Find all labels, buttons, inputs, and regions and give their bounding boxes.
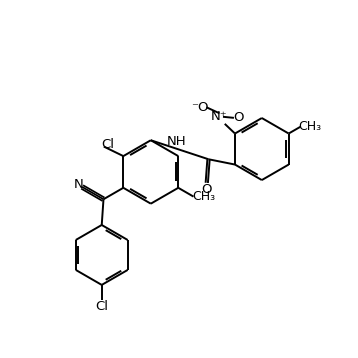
Text: Cl: Cl: [95, 300, 108, 313]
Text: Cl: Cl: [101, 138, 114, 151]
Text: NH: NH: [166, 135, 186, 149]
Text: O: O: [202, 183, 212, 197]
Text: CH₃: CH₃: [192, 190, 215, 203]
Text: CH₃: CH₃: [299, 120, 322, 133]
Text: N: N: [74, 178, 83, 191]
Text: O: O: [233, 111, 243, 124]
Text: N⁺: N⁺: [211, 110, 228, 123]
Text: ⁻O: ⁻O: [190, 101, 208, 114]
